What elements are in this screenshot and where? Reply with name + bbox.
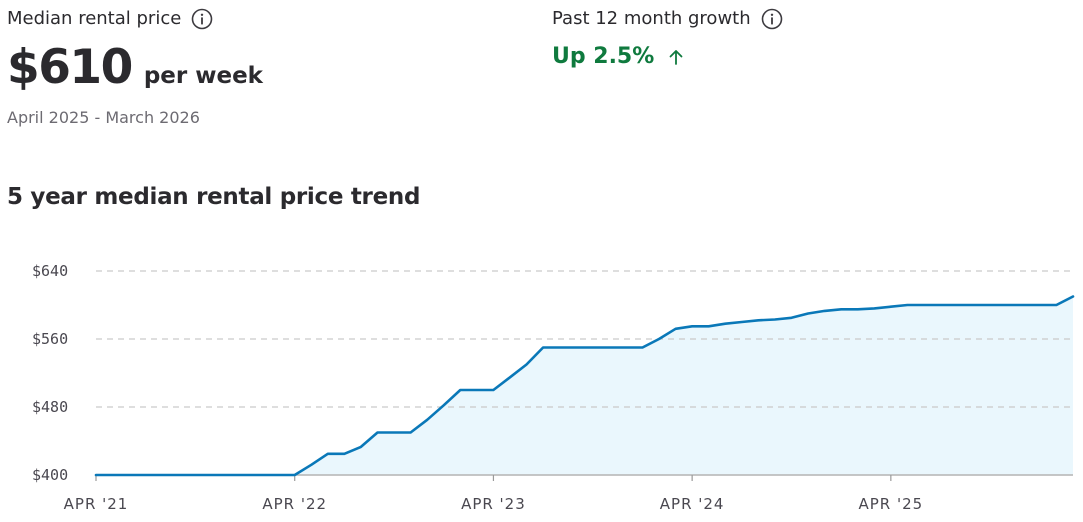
growth-label-row: Past 12 month growth — [552, 0, 783, 38]
arrow-up-icon — [669, 49, 683, 65]
median-price-row: $610 per week — [7, 40, 263, 96]
y-tick-label: $560 — [32, 330, 68, 348]
rental-trend-chart: $640 $560 $480 $400 APR '21 APR '22 APR '23 APR… — [0, 250, 1083, 522]
x-tick-label: APR '24 — [660, 495, 725, 513]
info-icon[interactable] — [191, 8, 213, 30]
median-price-value: $610 — [7, 40, 133, 95]
info-icon[interactable] — [761, 8, 783, 30]
growth-value: Up 2.5% — [552, 44, 655, 69]
growth-panel: Past 12 month growth Up 2.5% — [552, 0, 783, 69]
x-tick-label: APR '21 — [64, 495, 129, 513]
y-tick-label: $640 — [32, 262, 68, 280]
y-tick-label: $400 — [32, 466, 68, 484]
median-rental-price-panel: Median rental price $610 per week April … — [7, 0, 263, 127]
x-tick-label: APR '23 — [461, 495, 526, 513]
rental-trend-chart-svg: $640 $560 $480 $400 APR '21 APR '22 APR '23 APR… — [32, 262, 1075, 513]
chart-title: 5 year median rental price trend — [7, 184, 421, 210]
median-price-unit: per week — [143, 63, 263, 89]
median-rental-price-label: Median rental price — [7, 8, 182, 29]
median-price-period: April 2025 - March 2026 — [7, 108, 200, 127]
x-tick-label: APR '22 — [262, 495, 327, 513]
area-fill — [96, 296, 1073, 475]
median-rental-price-label-row: Median rental price — [7, 0, 263, 38]
growth-row: Up 2.5% — [552, 44, 783, 69]
x-tick-label: APR '25 — [858, 495, 923, 513]
growth-label: Past 12 month growth — [552, 8, 751, 29]
y-tick-label: $480 — [32, 398, 68, 416]
series-line — [94, 295, 1075, 477]
